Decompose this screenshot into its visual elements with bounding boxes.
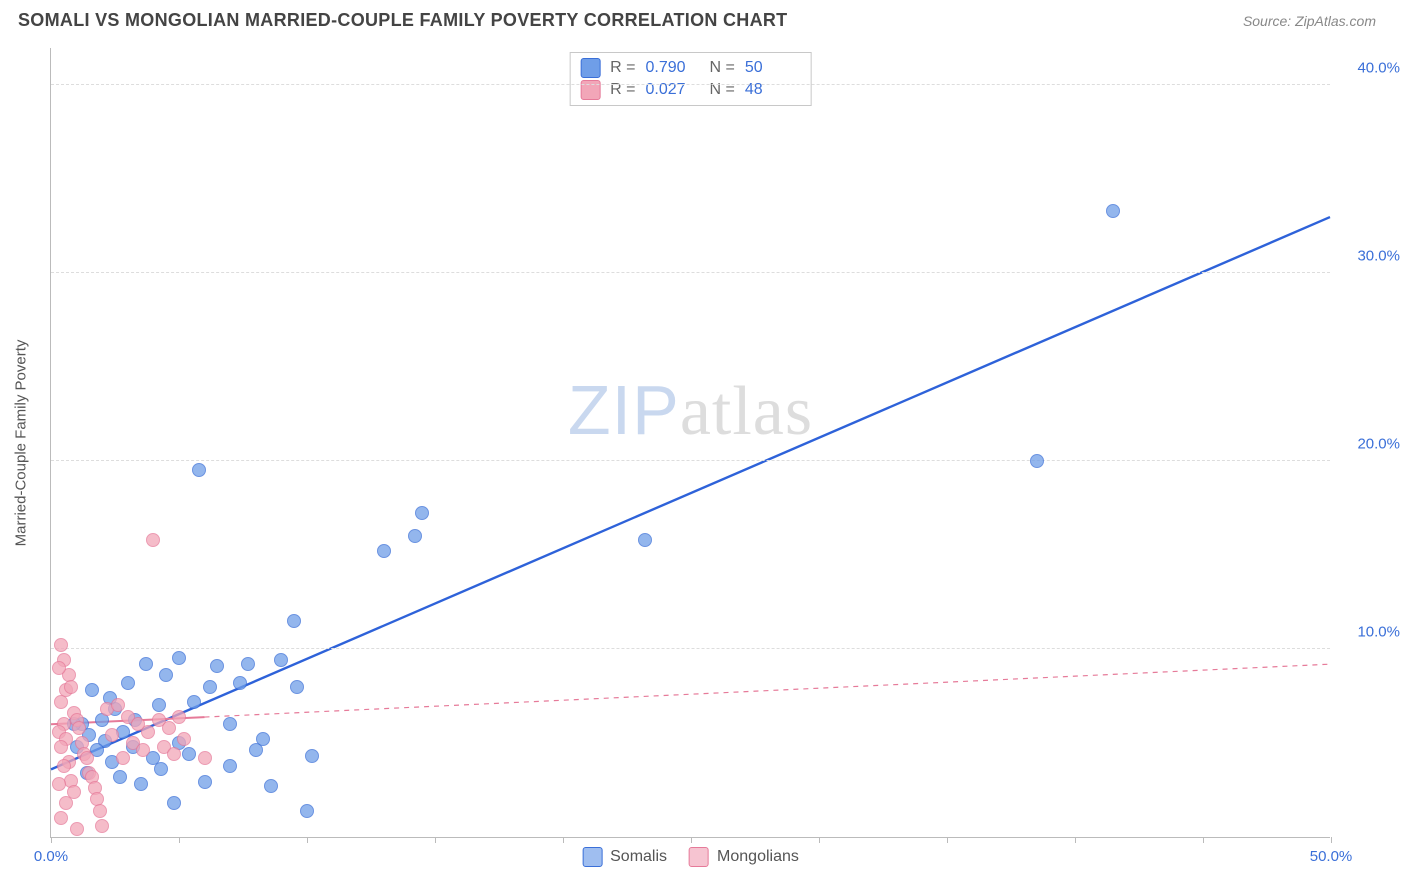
- x-tick: [819, 837, 820, 843]
- x-tick: [51, 837, 52, 843]
- data-point: [64, 680, 78, 694]
- legend-swatch: [689, 847, 709, 867]
- x-tick: [179, 837, 180, 843]
- chart-title: SOMALI VS MONGOLIAN MARRIED-COUPLE FAMIL…: [18, 10, 787, 31]
- data-point: [167, 747, 181, 761]
- legend-swatch: [582, 847, 602, 867]
- data-point: [233, 676, 247, 690]
- x-tick-label: 50.0%: [1310, 848, 1353, 865]
- data-point: [159, 668, 173, 682]
- x-tick: [947, 837, 948, 843]
- y-tick-label: 20.0%: [1340, 435, 1400, 452]
- data-point: [54, 811, 68, 825]
- x-tick: [691, 837, 692, 843]
- legend-label: Somalis: [610, 848, 667, 866]
- data-point: [187, 695, 201, 709]
- x-tick-label: 0.0%: [34, 848, 68, 865]
- data-point: [415, 506, 429, 520]
- data-point: [305, 749, 319, 763]
- y-axis-label: Married-Couple Family Poverty: [13, 339, 30, 546]
- data-point: [93, 804, 107, 818]
- legend-row: R = 0.790 N = 50: [580, 57, 799, 79]
- data-point: [59, 796, 73, 810]
- data-point: [54, 740, 68, 754]
- x-tick: [1075, 837, 1076, 843]
- data-point: [167, 796, 181, 810]
- data-point: [162, 721, 176, 735]
- correlation-legend: R = 0.790 N = 50 R =0.027N =48: [569, 52, 812, 106]
- data-point: [141, 725, 155, 739]
- data-point: [300, 804, 314, 818]
- n-value: 50: [745, 59, 799, 77]
- data-point: [182, 747, 196, 761]
- data-point: [241, 657, 255, 671]
- data-point: [408, 529, 422, 543]
- data-point: [210, 659, 224, 673]
- data-point: [134, 777, 148, 791]
- data-point: [192, 463, 206, 477]
- source-label: Source: ZipAtlas.com: [1243, 13, 1376, 29]
- data-point: [152, 698, 166, 712]
- data-point: [80, 751, 94, 765]
- data-point: [264, 779, 278, 793]
- data-point: [172, 651, 186, 665]
- r-label: R =: [610, 59, 635, 77]
- data-point: [72, 721, 86, 735]
- data-point: [113, 770, 127, 784]
- data-point: [105, 728, 119, 742]
- gridline: [51, 460, 1330, 461]
- legend-label: Mongolians: [717, 848, 799, 866]
- data-point: [57, 759, 71, 773]
- data-point: [54, 638, 68, 652]
- data-point: [198, 751, 212, 765]
- data-point: [1030, 454, 1044, 468]
- data-point: [377, 544, 391, 558]
- legend-row: R =0.027N =48: [580, 79, 799, 101]
- data-point: [136, 743, 150, 757]
- scatter-plot: ZIPatlas Married-Couple Family Poverty R…: [50, 48, 1330, 838]
- data-point: [274, 653, 288, 667]
- data-point: [95, 819, 109, 833]
- legend-item: Mongolians: [689, 847, 799, 867]
- data-point: [54, 695, 68, 709]
- data-point: [139, 657, 153, 671]
- y-tick-label: 30.0%: [1340, 247, 1400, 264]
- data-point: [290, 680, 304, 694]
- x-tick: [563, 837, 564, 843]
- data-point: [177, 732, 191, 746]
- y-tick-label: 10.0%: [1340, 623, 1400, 640]
- data-point: [249, 743, 263, 757]
- data-point: [85, 683, 99, 697]
- data-point: [223, 717, 237, 731]
- y-tick-label: 40.0%: [1340, 59, 1400, 76]
- data-point: [223, 759, 237, 773]
- x-tick: [435, 837, 436, 843]
- data-point: [172, 710, 186, 724]
- data-point: [121, 676, 135, 690]
- gridline: [51, 648, 1330, 649]
- data-point: [70, 822, 84, 836]
- x-tick: [1203, 837, 1204, 843]
- n-label: N =: [710, 59, 735, 77]
- gridline: [51, 84, 1330, 85]
- data-point: [146, 533, 160, 547]
- data-point: [198, 775, 212, 789]
- data-point: [1106, 204, 1120, 218]
- legend-item: Somalis: [582, 847, 667, 867]
- data-point: [52, 661, 66, 675]
- x-tick: [1331, 837, 1332, 843]
- x-tick: [307, 837, 308, 843]
- legend-swatch: [580, 58, 600, 78]
- data-point: [116, 751, 130, 765]
- data-point: [203, 680, 217, 694]
- gridline: [51, 272, 1330, 273]
- data-point: [638, 533, 652, 547]
- trend-lines: [51, 48, 1330, 837]
- r-value: 0.790: [646, 59, 700, 77]
- data-point: [52, 777, 66, 791]
- series-legend: Somalis Mongolians: [582, 847, 799, 867]
- data-point: [287, 614, 301, 628]
